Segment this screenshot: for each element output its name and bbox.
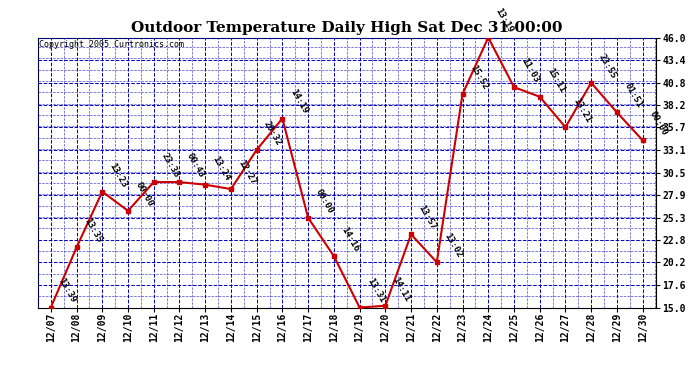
Text: 12:27: 12:27 — [237, 159, 258, 186]
Text: 13:57: 13:57 — [417, 204, 438, 231]
Text: 11:03: 11:03 — [520, 57, 541, 84]
Text: 14:19: 14:19 — [288, 88, 309, 116]
Text: 01:51: 01:51 — [622, 82, 644, 110]
Text: 00:00: 00:00 — [314, 187, 335, 215]
Text: Copyright 2005 Curtronics.com: Copyright 2005 Curtronics.com — [39, 40, 184, 49]
Text: 15:11: 15:11 — [545, 66, 566, 94]
Text: 13:19: 13:19 — [494, 7, 515, 35]
Text: 13:35: 13:35 — [82, 217, 104, 244]
Text: 14:16: 14:16 — [339, 225, 361, 254]
Title: Outdoor Temperature Daily High Sat Dec 31 00:00: Outdoor Temperature Daily High Sat Dec 3… — [131, 21, 562, 35]
Text: 20:32: 20:32 — [262, 119, 284, 147]
Text: 00:00: 00:00 — [648, 110, 669, 138]
Text: 14:11: 14:11 — [391, 275, 412, 303]
Text: 00:00: 00:00 — [134, 180, 155, 208]
Text: 13:39: 13:39 — [57, 277, 77, 305]
Text: 23:38: 23:38 — [159, 152, 181, 179]
Text: 13:24: 13:24 — [210, 154, 232, 182]
Text: 13:31: 13:31 — [365, 277, 386, 305]
Text: 13:23: 13:23 — [108, 161, 129, 189]
Text: 23:55: 23:55 — [597, 52, 618, 80]
Text: 13:21: 13:21 — [571, 97, 592, 124]
Text: 00:43: 00:43 — [185, 152, 206, 179]
Text: 15:52: 15:52 — [468, 63, 489, 92]
Text: 13:02: 13:02 — [442, 232, 464, 260]
